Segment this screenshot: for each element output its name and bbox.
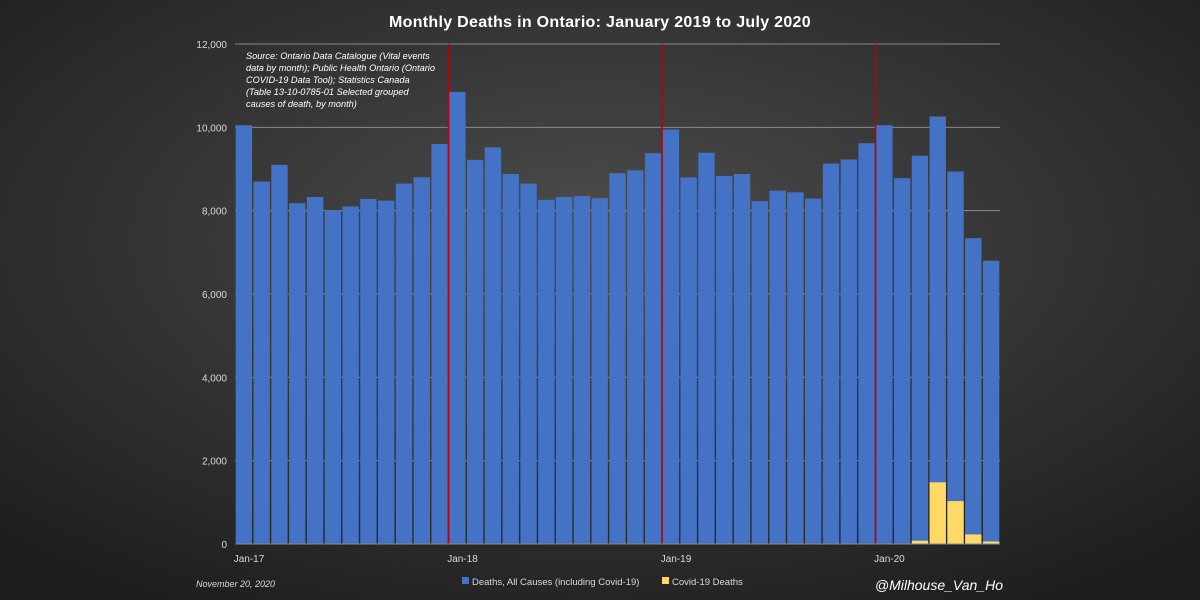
legend-label-all-causes: Deaths, All Causes (including Covid-19) <box>472 577 639 588</box>
chart-title: Monthly Deaths in Ontario: January 2019 … <box>389 14 811 31</box>
y-tick-label: 12,000 <box>196 40 227 51</box>
legend: Deaths, All Causes (including Covid-19) … <box>462 577 743 588</box>
x-tick-label: Jan-18 <box>447 554 478 565</box>
bar-all-causes <box>627 170 644 544</box>
bar-all-causes <box>840 159 857 544</box>
bar-all-causes <box>360 199 377 544</box>
y-tick-label: 0 <box>221 540 227 551</box>
source-note: Source: Ontario Data Catalogue (Vital ev… <box>246 51 435 109</box>
bar-all-causes <box>324 210 342 544</box>
bar-covid <box>965 534 982 544</box>
bar-all-causes <box>680 177 697 545</box>
bar-all-causes <box>555 196 573 544</box>
bar-all-causes <box>911 155 929 544</box>
bar-all-causes <box>662 129 680 544</box>
y-tick-label: 10,000 <box>196 123 227 134</box>
bar-all-causes <box>289 203 306 544</box>
bar-all-causes <box>431 144 448 544</box>
bar-all-causes <box>965 238 982 544</box>
bar-all-causes <box>253 181 270 544</box>
bar-all-causes <box>378 200 395 544</box>
bar-all-causes <box>805 198 822 545</box>
bar-all-causes <box>449 91 466 545</box>
bar-all-causes <box>769 190 786 544</box>
bar-covid <box>911 540 929 544</box>
bar-all-causes <box>893 178 911 544</box>
legend-label-covid: Covid-19 Deaths <box>672 577 743 588</box>
bar-covid <box>947 501 964 544</box>
bar-all-causes <box>520 183 537 545</box>
bar-all-causes <box>698 152 715 544</box>
y-tick-label: 8,000 <box>202 207 227 218</box>
legend-swatch-covid <box>662 577 669 584</box>
bar-all-causes <box>271 164 288 545</box>
y-tick-label: 6,000 <box>202 290 227 301</box>
bar-all-causes <box>929 116 946 544</box>
bar-all-causes <box>787 192 804 545</box>
bar-all-causes <box>947 171 964 544</box>
bar-all-causes <box>342 206 359 544</box>
bar-all-causes <box>716 176 733 545</box>
bar-all-causes <box>466 159 484 545</box>
bar-all-causes <box>858 143 875 544</box>
credit-handle: @Milhouse_Van_Ho <box>875 577 1003 593</box>
axes: 0 2,000 4,000 6,000 8,000 10,000 12,000 Jan-17 J… <box>196 40 1000 565</box>
legend-swatch-all-causes <box>462 577 469 584</box>
bar-all-causes <box>538 199 555 545</box>
bar-all-causes <box>395 183 413 545</box>
bar-all-causes <box>751 201 769 545</box>
x-tick-label: Jan-20 <box>874 554 905 565</box>
bar-all-causes <box>822 163 840 545</box>
bar-all-causes <box>573 196 591 545</box>
year-dividers <box>447 44 877 544</box>
bar-all-causes <box>306 196 324 544</box>
bar-all-causes <box>502 174 519 544</box>
bar-all-causes <box>609 173 626 544</box>
bar-all-causes <box>591 198 608 544</box>
date-note: November 20, 2020 <box>196 579 275 589</box>
bar-all-causes <box>982 260 1000 544</box>
y-tick-label: 4,000 <box>202 373 227 384</box>
bar-all-causes <box>413 177 430 545</box>
bar-covid <box>982 541 1000 544</box>
bars <box>235 91 1000 545</box>
bar-all-causes <box>484 147 502 545</box>
x-tick-label: Jan-17 <box>234 554 265 565</box>
bar-all-causes <box>235 125 253 544</box>
bar-covid <box>929 482 946 544</box>
bar-all-causes <box>733 174 751 544</box>
x-tick-label: Jan-19 <box>661 554 692 565</box>
y-tick-label: 2,000 <box>202 457 227 468</box>
bar-all-causes <box>876 125 893 544</box>
bar-all-causes <box>644 153 662 544</box>
